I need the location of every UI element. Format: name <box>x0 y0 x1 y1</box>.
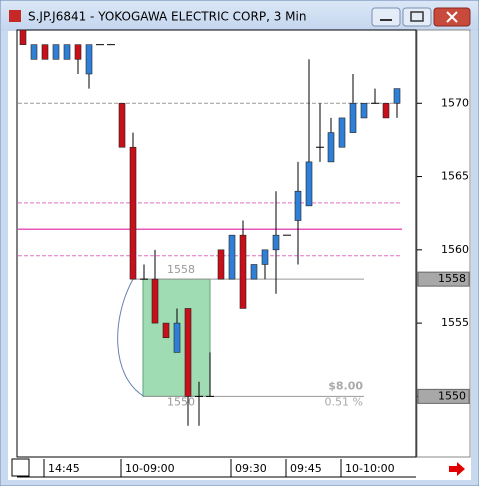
candle-body <box>74 44 82 60</box>
candle-body <box>327 132 335 163</box>
measure-percent: 0.51 % <box>325 395 363 408</box>
candle-body <box>162 322 170 339</box>
toggle-box[interactable] <box>11 458 30 477</box>
measure-arc <box>117 278 145 397</box>
plot-frame <box>16 29 417 458</box>
candle-body <box>250 264 258 280</box>
candle-body <box>184 308 192 397</box>
candle-body <box>382 102 390 119</box>
candle-body <box>261 249 269 265</box>
candle-body <box>52 44 60 60</box>
measure-bottom-label: 1550 <box>167 395 195 408</box>
x-tick-label: 10-09:00 <box>125 462 175 475</box>
y-tick-label: 1570 <box>441 96 469 109</box>
candle-body <box>85 44 93 75</box>
candle-body <box>393 88 401 104</box>
price-marker-label: 1550 <box>438 389 466 402</box>
y-tick-label: 1565 <box>441 170 469 183</box>
close-icon <box>446 11 458 23</box>
minimize-button[interactable] <box>371 7 401 27</box>
candle-body <box>173 322 181 353</box>
window-title: S.JP.J6841 - YOKOGAWA ELECTRIC CORP, 3 M… <box>28 10 306 24</box>
candle-body <box>228 234 236 280</box>
candle-body <box>30 44 38 60</box>
x-tick-label: 09:45 <box>290 462 322 475</box>
app-icon <box>9 10 21 22</box>
candle-body <box>129 146 137 280</box>
candle-body <box>151 278 159 324</box>
candle-body <box>305 161 313 207</box>
candle-body <box>239 234 247 309</box>
candle-body <box>360 102 368 119</box>
candle-body <box>63 44 71 60</box>
y-tick-label: 1560 <box>441 243 469 256</box>
candle-body <box>118 102 126 148</box>
maximize-button[interactable] <box>402 7 432 27</box>
candle-body <box>19 29 27 45</box>
price-marker <box>417 388 470 404</box>
candle-body <box>294 190 302 221</box>
scroll-arrow[interactable] <box>449 462 465 476</box>
measure-amount: $8.00 <box>328 379 363 392</box>
price-axis <box>416 29 471 458</box>
candle-body <box>338 117 346 148</box>
candle-body <box>272 234 280 251</box>
candle-body <box>349 102 357 133</box>
candle-body <box>217 249 225 280</box>
plot: 1550 1555 1560 1565 1570 14:45 10-09:00 09:30 09… <box>18 29 470 477</box>
x-tick-label: 10-10:00 <box>345 462 395 475</box>
maximize-icon <box>410 11 424 22</box>
price-marker <box>417 271 470 287</box>
window-buttons[interactable] <box>371 7 471 27</box>
y-tick-label: 1555 <box>441 316 469 329</box>
price-marker-label: 1558 <box>438 272 466 285</box>
x-tick-label: 09:30 <box>235 462 267 475</box>
measure-top-label: 1558 <box>167 263 195 276</box>
candle-body <box>41 44 49 60</box>
x-tick-label: 14:45 <box>48 462 80 475</box>
